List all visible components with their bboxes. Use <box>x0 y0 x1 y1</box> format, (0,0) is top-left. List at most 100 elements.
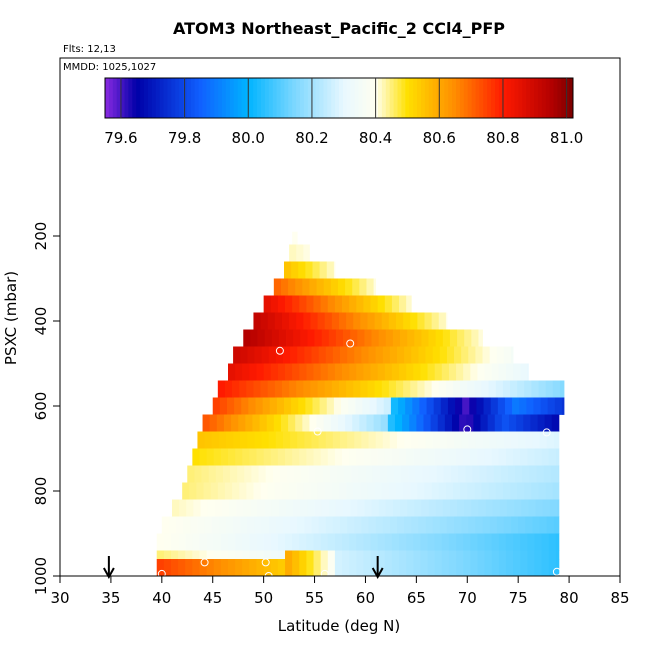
heatmap-cell <box>460 482 468 500</box>
y-axis: 200 400 600 800 1000 <box>32 222 60 595</box>
colorbar-segment <box>339 78 344 118</box>
heatmap-cell <box>414 499 422 517</box>
heatmap-cell <box>307 329 315 347</box>
heatmap-cell <box>527 550 535 560</box>
heatmap-cell <box>237 465 245 483</box>
heatmap-cell <box>496 516 505 534</box>
heatmap-cell <box>349 363 357 381</box>
heatmap-cell <box>228 448 236 466</box>
heatmap-cell <box>495 380 504 398</box>
heatmap-cell <box>225 516 234 534</box>
heatmap-cell <box>446 516 455 534</box>
heatmap-cell <box>463 448 471 466</box>
heatmap-cell <box>286 329 294 347</box>
colorbar-segment <box>151 78 157 118</box>
heatmap-cell <box>306 550 314 560</box>
heatmap-cell <box>274 482 283 500</box>
heatmap-cell <box>259 414 268 432</box>
colorbar-segment <box>241 78 246 118</box>
heatmap-cell <box>309 278 317 296</box>
heatmap-cell <box>448 363 457 381</box>
heatmap-cell <box>364 329 372 347</box>
heatmap-cell <box>470 448 478 466</box>
heatmap-cell <box>199 550 208 560</box>
heatmap-cell <box>303 312 311 330</box>
heatmap-cell <box>324 312 333 330</box>
heatmap-cell <box>548 559 557 576</box>
heatmap-cell <box>511 346 514 364</box>
heatmap-cell <box>213 559 222 576</box>
heatmap-cell <box>446 431 455 449</box>
heatmap-cell <box>485 499 494 517</box>
heatmap-cell <box>546 516 555 534</box>
heatmap-cell <box>505 533 514 551</box>
colorbar-segment <box>175 78 180 118</box>
heatmap-cell <box>541 559 550 576</box>
x-tick-label: 55 <box>305 589 324 607</box>
heatmap-cell <box>427 363 436 381</box>
heatmap-cell <box>311 431 320 449</box>
heatmap-cell <box>247 346 255 364</box>
heatmap-cell <box>218 516 227 534</box>
heatmap-cell <box>471 329 479 347</box>
heatmap-cell <box>270 295 279 313</box>
heatmap-cell <box>513 533 521 551</box>
heatmap-cell <box>274 380 283 398</box>
heatmap-cell <box>541 448 550 466</box>
heatmap-cell <box>391 533 400 551</box>
heatmap-cell <box>471 499 479 517</box>
colorbar-segment <box>534 78 539 118</box>
heatmap-cell <box>369 397 378 415</box>
heatmap-cell <box>407 499 415 517</box>
heatmap-cell <box>284 261 292 279</box>
heatmap-cell <box>194 465 202 483</box>
heatmap-cell <box>243 329 251 347</box>
heatmap-cell <box>217 482 226 500</box>
heatmap-cell <box>345 414 353 432</box>
heatmap-cell <box>327 559 336 576</box>
colorbar-segment <box>144 78 149 118</box>
heatmap-cell <box>263 448 272 466</box>
heatmap-cell <box>556 499 560 517</box>
heatmap-cell <box>218 431 227 449</box>
sample-point <box>552 567 561 576</box>
heatmap-cell <box>247 431 255 449</box>
heatmap-cell <box>185 533 193 551</box>
heatmap-cell <box>291 397 299 415</box>
heatmap-cell <box>320 559 329 576</box>
heatmap-cell <box>377 559 386 576</box>
heatmap-cell <box>393 465 402 483</box>
colorbar-segment <box>479 78 484 118</box>
heatmap-cell <box>316 414 325 432</box>
heatmap-cell <box>203 482 212 500</box>
colorbar-segment <box>342 78 348 118</box>
colorbar-segment <box>452 78 457 118</box>
heatmap-cell <box>306 448 314 466</box>
heatmap-cell <box>456 533 464 551</box>
heatmap-cell <box>429 465 438 483</box>
sample-points <box>157 339 561 580</box>
heatmap-cell <box>292 559 300 576</box>
heatmap-cell <box>303 244 310 262</box>
colorbar-segment <box>569 78 574 118</box>
heatmap-cell <box>357 499 365 517</box>
heatmap-cell <box>402 414 410 432</box>
heatmap-cell <box>391 295 400 313</box>
heatmap-cell <box>377 448 386 466</box>
heatmap-cell <box>559 380 565 398</box>
colorbar-tick-label: 80.6 <box>423 129 456 147</box>
heatmap-cell <box>466 414 474 432</box>
heatmap-cell <box>432 431 441 449</box>
heatmap-cell <box>498 533 507 551</box>
heatmap-cell <box>374 380 383 398</box>
heatmap-cell <box>233 431 241 449</box>
heatmap-cell <box>375 346 384 364</box>
heatmap-cell <box>561 397 565 415</box>
heatmap-cell <box>434 448 443 466</box>
heatmap-cell <box>332 516 341 534</box>
heatmap-cell <box>501 414 510 432</box>
heatmap-cell <box>320 295 329 313</box>
heatmap-cell <box>292 550 300 560</box>
heatmap-cell <box>472 465 480 483</box>
